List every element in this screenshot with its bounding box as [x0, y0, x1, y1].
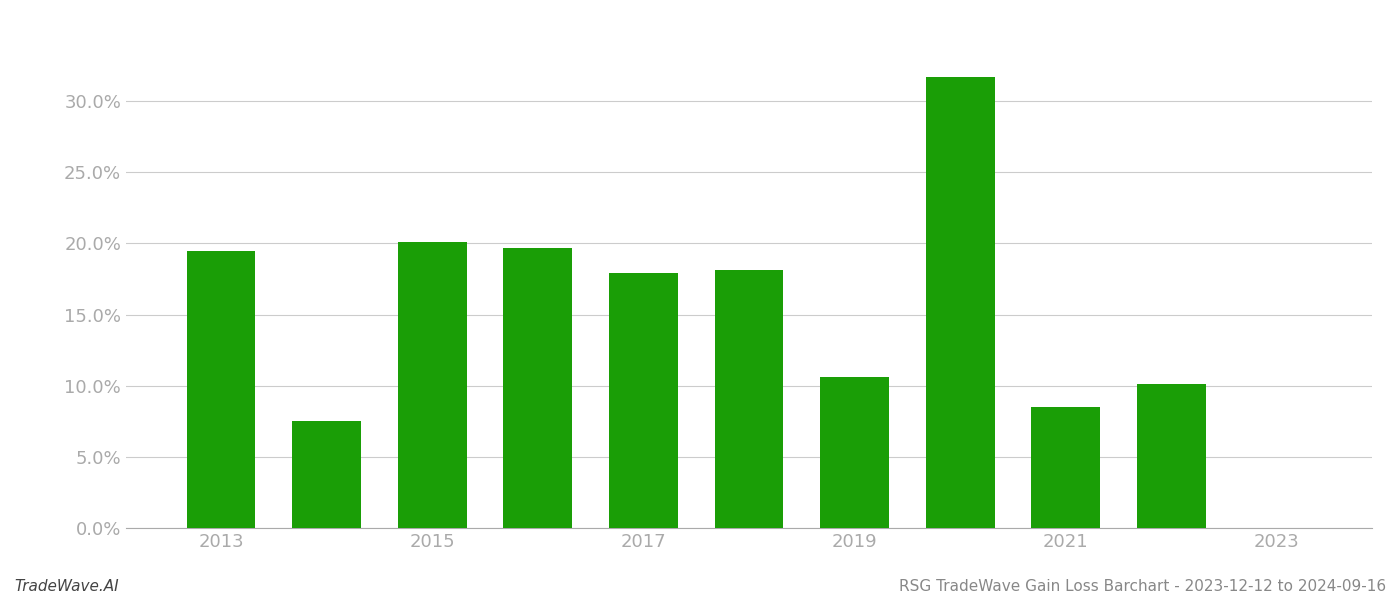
Bar: [609, 274, 678, 528]
Bar: [398, 242, 466, 528]
Bar: [1137, 384, 1205, 528]
Bar: [820, 377, 889, 528]
Text: TradeWave.AI: TradeWave.AI: [14, 579, 119, 594]
Bar: [925, 77, 994, 528]
Bar: [293, 421, 361, 528]
Bar: [1032, 407, 1100, 528]
Text: RSG TradeWave Gain Loss Barchart - 2023-12-12 to 2024-09-16: RSG TradeWave Gain Loss Barchart - 2023-…: [899, 579, 1386, 594]
Bar: [714, 271, 784, 528]
Bar: [504, 248, 573, 528]
Bar: [186, 251, 255, 528]
